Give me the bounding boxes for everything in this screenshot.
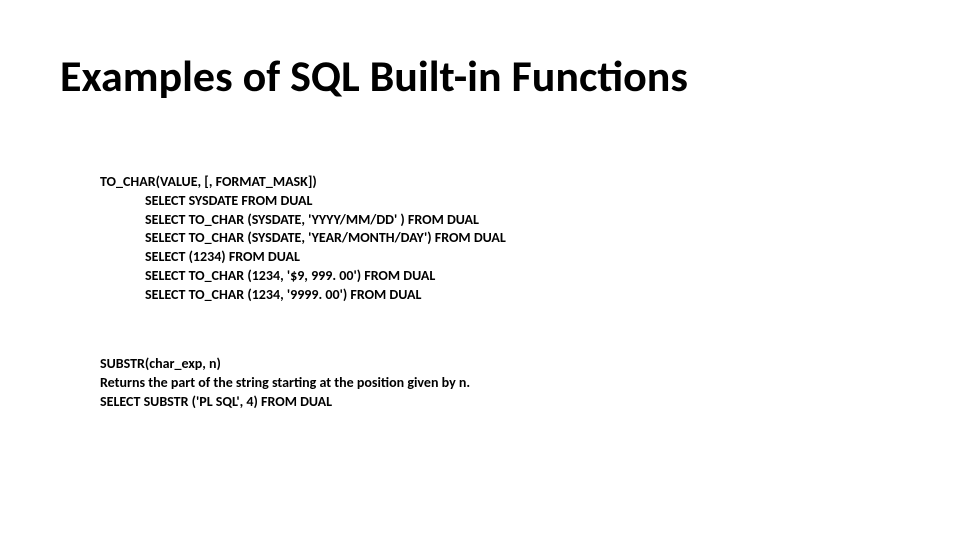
code-line: SELECT (1234) FROM DUAL [145, 248, 900, 267]
code-line: SELECT TO_CHAR (SYSDATE, 'YYYY/MM/DD' ) … [145, 211, 900, 230]
substr-example: SELECT SUBSTR ('PL SQL', 4) FROM DUAL [100, 393, 900, 412]
code-line: SELECT TO_CHAR (1234, '$9, 999. 00') FRO… [145, 267, 900, 286]
slide-container: Examples of SQL Built-in Functions TO_CH… [0, 0, 960, 540]
code-line: SELECT TO_CHAR (1234, '9999. 00') FROM D… [145, 286, 900, 305]
tochar-section: TO_CHAR(VALUE, [, FORMAT_MASK]) SELECT S… [60, 173, 900, 305]
substr-description: Returns the part of the string starting … [100, 374, 900, 393]
code-line: SELECT TO_CHAR (SYSDATE, 'YEAR/MONTH/DAY… [145, 229, 900, 248]
code-line: SELECT SYSDATE FROM DUAL [145, 192, 900, 211]
slide-title: Examples of SQL Built-in Functions [60, 50, 900, 103]
substr-section: SUBSTR(char_exp, n) Returns the part of … [60, 355, 900, 412]
tochar-heading: TO_CHAR(VALUE, [, FORMAT_MASK]) [100, 173, 900, 192]
substr-heading: SUBSTR(char_exp, n) [100, 355, 900, 374]
